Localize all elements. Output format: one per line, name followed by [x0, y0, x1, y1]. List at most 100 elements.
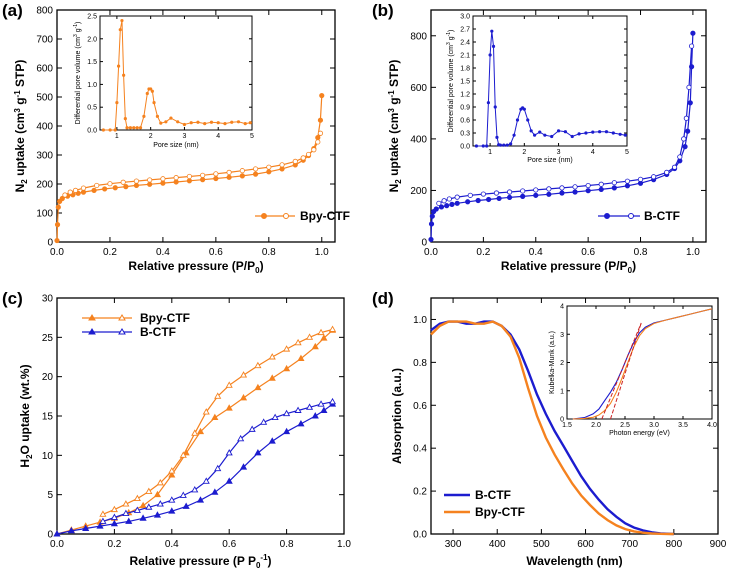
panel-c-point-open [122, 500, 130, 507]
panel-b-inset-y-tick-label: 2.1 [460, 53, 470, 60]
panel-c-y-tick-label: 20 [42, 372, 54, 383]
panel-a-y-tick-label: 700 [36, 35, 53, 46]
panel-b-point-open [493, 190, 500, 196]
panel-b-inset-point [515, 118, 520, 122]
panel-a-point-open [133, 178, 140, 184]
panel-b-point-open [624, 178, 631, 184]
panel-b-point-open [686, 84, 692, 90]
panel-c-point-open [133, 506, 141, 513]
panel-a-x-tick-label: 0.0 [50, 247, 64, 258]
panel-c-point-open [202, 408, 210, 415]
panel-b-point [611, 185, 617, 191]
panel-b-inset-x-tick-label: 1 [488, 149, 492, 156]
panel-c-point [311, 412, 319, 419]
panel-c-point [268, 437, 276, 444]
panel-b-point [687, 100, 693, 106]
panel-a-point [102, 186, 108, 192]
panel-c-point [211, 413, 219, 421]
panel-c-series-line [56, 403, 333, 535]
panel-c-point-open [254, 361, 262, 369]
panel-b-point [428, 236, 434, 243]
panel-b-inset-y-tick-label: 1.5 [460, 79, 470, 86]
panel-c-point-open [99, 517, 107, 524]
panel-d-x-tick-label: 400 [489, 539, 506, 550]
panel-b-point-open [598, 181, 604, 187]
panel-a-y-axis-label: N2 uptake (cm3 g-1 STP) [13, 60, 29, 193]
panel-b-point-open [671, 164, 678, 170]
panel-b-inset-point [591, 130, 595, 134]
panel-a-inset-point [243, 122, 247, 126]
panel-d-inset-y-tick-label: 4 [560, 304, 564, 311]
panel-b-inset-y-tick-label: 0.0 [460, 144, 470, 151]
panel-a-point-open [94, 182, 100, 189]
panel-b-point [682, 144, 688, 150]
panel-b-inset-y-tick-label: 0.6 [460, 118, 470, 125]
panel-b-point [454, 200, 460, 206]
panel-b-inset-point [495, 135, 499, 139]
panel-b-inset-point [563, 130, 568, 134]
panel-c-point-open [191, 429, 199, 436]
panel-c-legend-label-bpy: Bpy-CTF [140, 311, 190, 325]
panel-d-y-tick-label: 0.4 [413, 444, 427, 455]
panel-d-y-axis-label: Absorption (a.u.) [390, 368, 404, 464]
panel-b-x-axis-label: Relative pressure (P/P0) [501, 259, 636, 275]
panel-b-y-tick-label: 600 [410, 83, 427, 94]
panel-c-point [283, 427, 291, 435]
panel-b-x-tick-label: 0.0 [424, 247, 438, 258]
panel-c-point [139, 514, 147, 521]
panel-a-point-open [279, 162, 285, 168]
panel-c-y-tick-label: 15 [42, 412, 54, 423]
panel-b-inset-point [505, 143, 509, 147]
panel-a-inset-point [169, 116, 173, 120]
panel-a-inset-point [236, 120, 241, 124]
panel-a-x-tick-label: 0.6 [209, 247, 223, 258]
panel-a-inset-point [203, 122, 207, 126]
panel-c-point [96, 522, 104, 529]
panel-b-point [449, 201, 455, 207]
panel-a-point-open [62, 192, 68, 198]
panel-b-point-open [480, 191, 486, 197]
panel-c-point [196, 427, 205, 435]
panel-b-inset-point [481, 144, 485, 148]
panel-d-inset-x-tick-label: 4.0 [707, 422, 717, 429]
panel-c-legend-label-b: B-CTF [140, 325, 176, 339]
panel-a-inset-point [128, 126, 132, 130]
panel-a-point-open [147, 177, 153, 183]
panel-a-inset-y-label: Differential pore volume (cm3 g-1) [73, 22, 82, 125]
panel-b-inset-x-tick-label: 2 [522, 149, 526, 156]
panel-a-point-open [173, 175, 179, 181]
panel-a-point-open [72, 187, 79, 193]
panel-d-inset-y-tick-label: 3 [560, 332, 564, 339]
panel-a-inset-frame [99, 15, 253, 131]
panel-b-inset-x-label: Pore size (nm) [527, 157, 573, 164]
panel-b-point [690, 30, 696, 36]
panel-c-point [268, 374, 276, 381]
panel-a-point [186, 178, 192, 184]
panel-a-point-open [266, 164, 272, 170]
panel-b-x-tick-label: 0.8 [634, 247, 648, 258]
panel-b-y-axis-label: N2 uptake (cm3 g-1 STP) [387, 60, 403, 193]
panel-c-point [153, 490, 162, 498]
panel-c-point-open [328, 397, 337, 405]
panel-c-point [239, 463, 248, 470]
panel-a-point-open [107, 181, 113, 187]
panel-b-point [598, 186, 604, 193]
panel-c-y-axis-label: H2O uptake (wt.%) [18, 364, 34, 467]
panel-b-inset-point [584, 131, 588, 135]
panel-c-y-tick-label: 10 [42, 451, 54, 462]
panel-d-y-tick-label: 0.6 [413, 401, 427, 412]
panel-b-point-open [559, 185, 565, 191]
panel-b-inset-y-tick-label: 0.3 [460, 131, 470, 138]
panel-b-x-tick-label: 0.2 [476, 247, 490, 258]
panel-a-inset-point [142, 114, 146, 118]
panel-b-y-tick-label: 0 [421, 238, 427, 249]
panel-b-inset-y-label: Differential pore volume (cm3 g-1) [446, 30, 455, 133]
panel-c-point-open [214, 464, 222, 472]
panel-a-point [173, 179, 179, 185]
panel-a-y-tick-label: 300 [36, 151, 53, 162]
panel-a-y-tick-label: 100 [36, 209, 53, 220]
panel-d-x-tick-label: 500 [533, 539, 550, 550]
panel-b-inset-point [618, 132, 622, 136]
panel-b-inset-point [577, 132, 581, 136]
